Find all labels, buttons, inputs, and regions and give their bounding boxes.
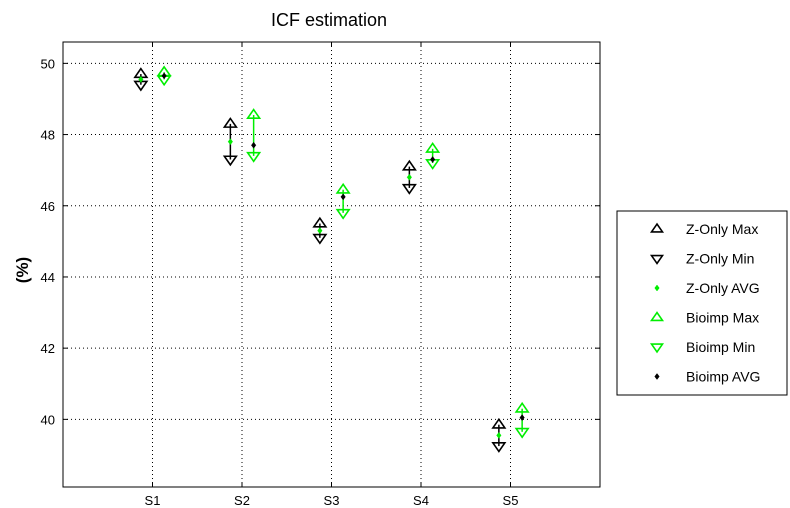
avg-marker (138, 75, 144, 83)
x-tick-label: S5 (503, 493, 519, 508)
min-marker (246, 151, 262, 163)
x-tick-label: S1 (145, 493, 161, 508)
chart-title: ICF estimation (271, 10, 387, 30)
legend: Z-Only Max Z-Only Min Z-Only AVG Bioimp Max… (616, 210, 788, 396)
max-marker (312, 216, 328, 228)
y-tick-label: 42 (41, 341, 55, 356)
min-marker (401, 183, 417, 195)
avg-marker (340, 193, 346, 201)
y-tick-label: 48 (41, 128, 55, 143)
plot-background (63, 42, 600, 487)
legend-label: Bioimp AVG (686, 369, 760, 385)
min-marker (222, 155, 238, 167)
max-marker (335, 182, 351, 194)
legend-box (616, 210, 788, 396)
max-marker (514, 401, 530, 413)
plot-area: 40 42 44 46 48 50 S1 S2 S3 S4 S5 (41, 41, 601, 508)
avg-marker (519, 414, 525, 421)
min-marker (491, 442, 507, 453)
avg-marker (227, 138, 233, 146)
x-tick-label: S4 (413, 493, 429, 508)
avg-marker (161, 72, 167, 80)
x-tick-label: S2 (234, 493, 250, 508)
legend-label: Z-Only Min (686, 251, 754, 267)
x-tick-label: S3 (324, 493, 340, 508)
max-marker (425, 141, 441, 153)
avg-marker (251, 141, 257, 149)
max-marker (246, 108, 262, 120)
avg-marker (317, 227, 323, 235)
max-marker (401, 159, 417, 171)
y-tick-label: 40 (41, 412, 55, 427)
avg-marker (496, 431, 502, 439)
min-marker (312, 233, 328, 245)
legend-label: Z-Only Max (686, 221, 758, 237)
y-tick-label: 46 (41, 199, 55, 214)
min-marker (514, 427, 530, 439)
max-marker (491, 417, 507, 429)
avg-marker (406, 173, 412, 181)
y-tick-label: 50 (41, 56, 55, 71)
avg-marker (430, 156, 436, 163)
max-marker (222, 117, 238, 128)
legend-min-icon (649, 254, 665, 265)
min-marker (335, 208, 351, 220)
legend-label: Bioimp Min (686, 339, 755, 355)
legend-avg-icon (654, 284, 660, 292)
legend-min-icon (649, 343, 665, 354)
legend-max-icon (649, 222, 665, 233)
legend-label: Z-Only AVG (686, 280, 760, 296)
legend-max-icon (649, 311, 665, 322)
legend-label: Bioimp Max (686, 310, 759, 326)
legend-avg-icon (654, 373, 660, 380)
y-tick-label: 44 (41, 270, 55, 285)
y-axis-label: (%) (13, 257, 32, 283)
